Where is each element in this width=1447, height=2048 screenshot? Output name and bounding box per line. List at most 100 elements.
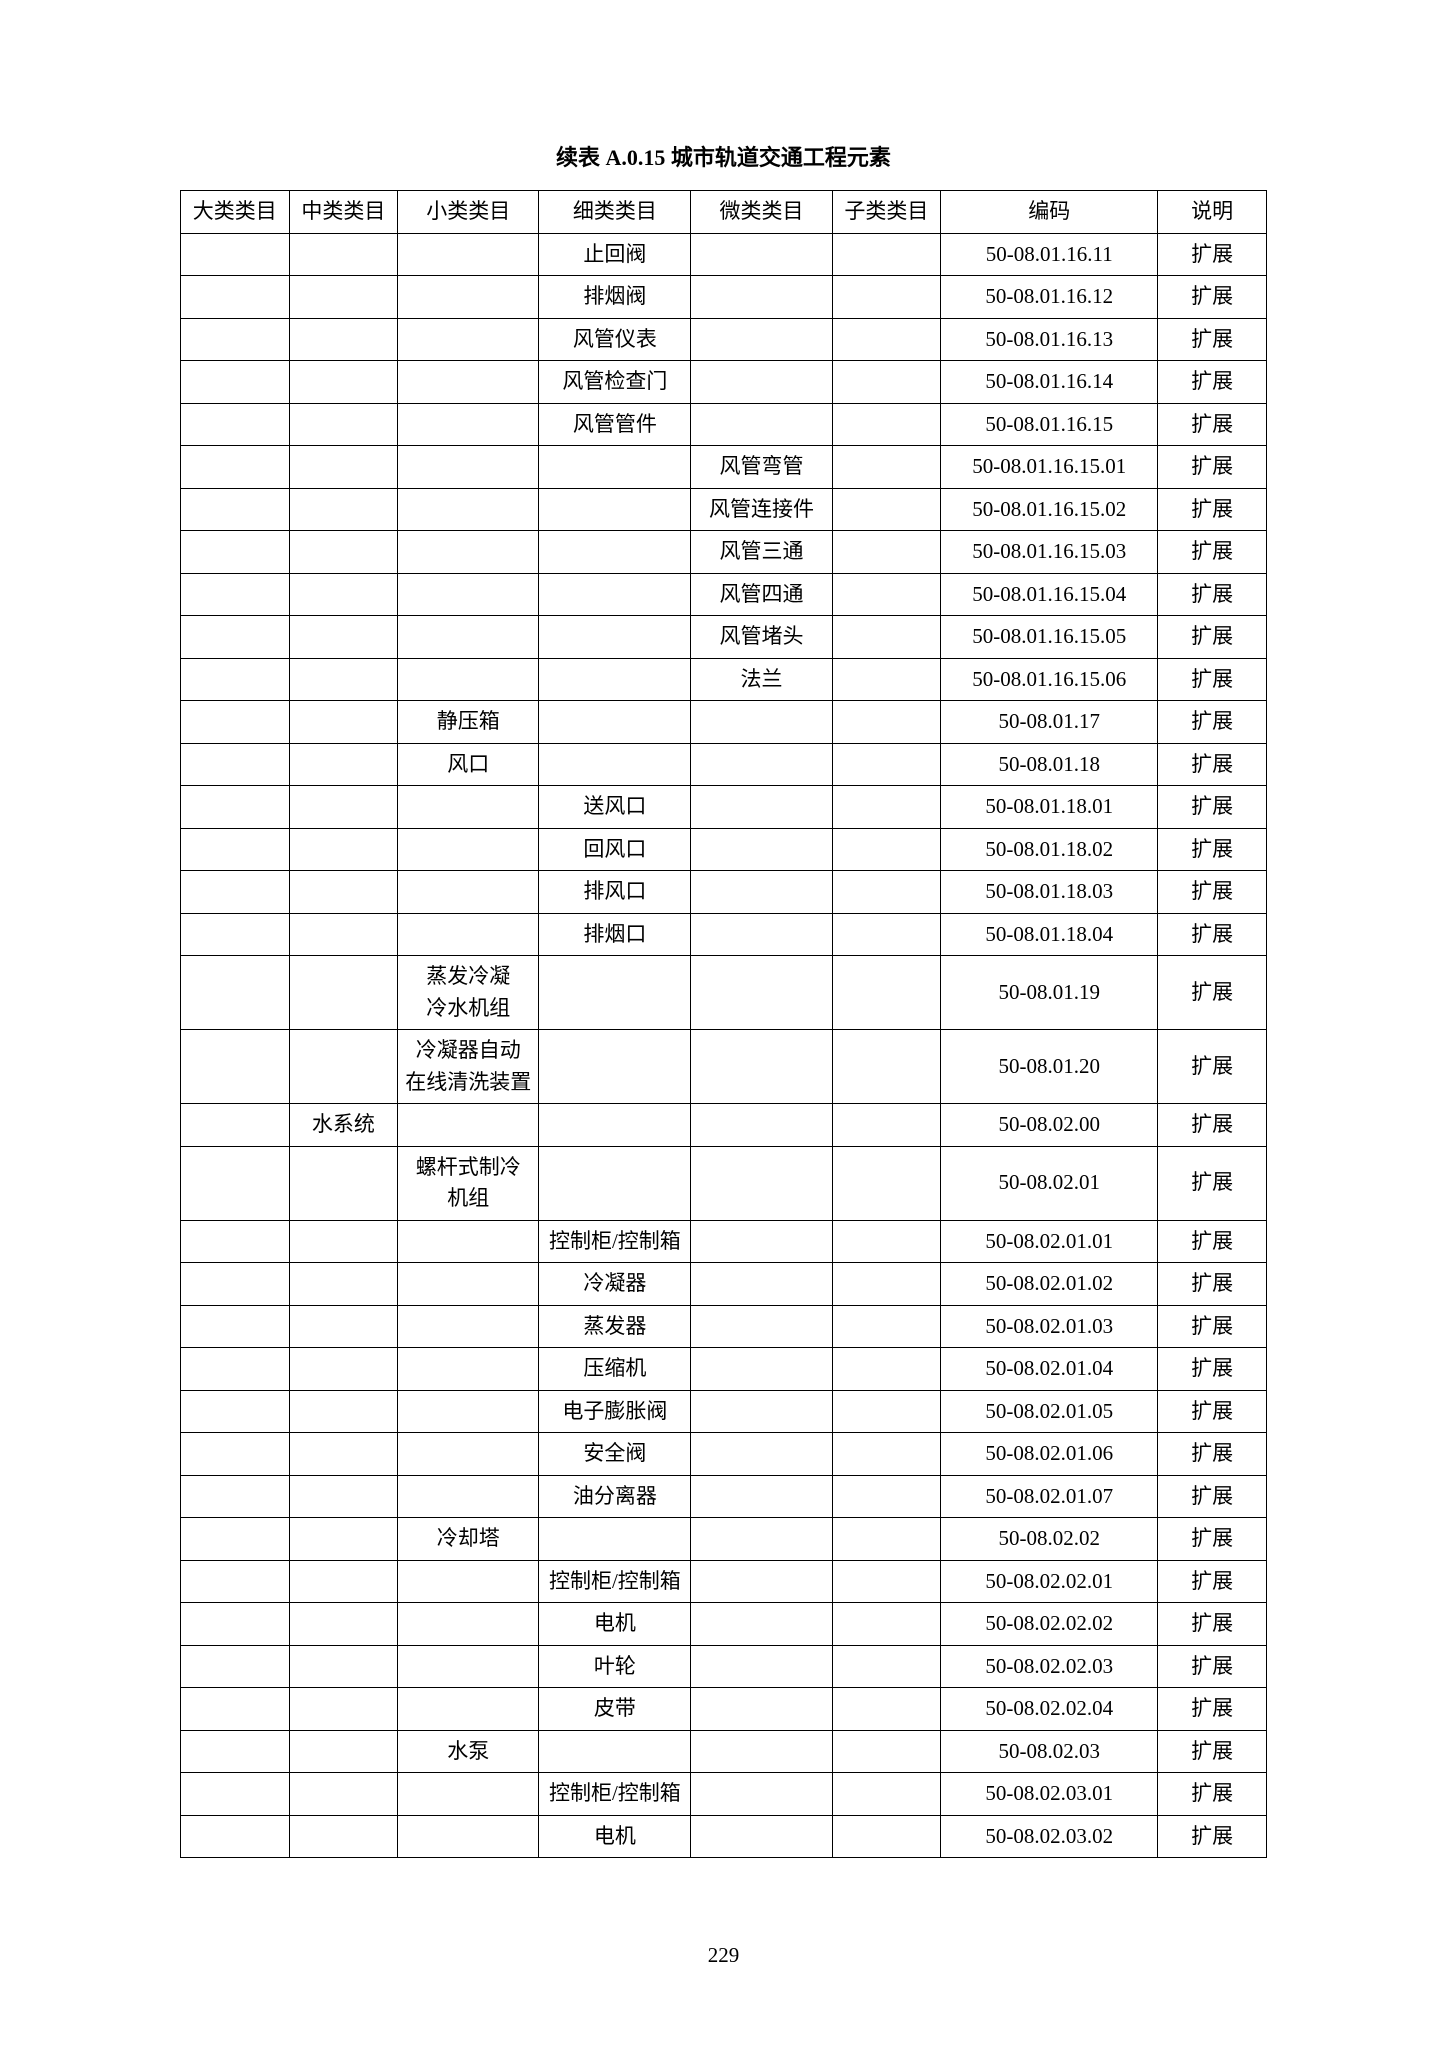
table-cell [181,276,290,319]
table-cell [398,1815,539,1858]
table-cell [832,403,941,446]
table-cell: 50-08.01.18 [941,743,1158,786]
table-cell [398,488,539,531]
table-row: 风管仪表50-08.01.16.13扩展 [181,318,1267,361]
header-cell: 中类类目 [289,191,398,234]
table-cell [289,1475,398,1518]
table-cell [181,318,290,361]
table-cell [181,913,290,956]
table-row: 风口50-08.01.18扩展 [181,743,1267,786]
table-cell: 50-08.02.01.04 [941,1348,1158,1391]
table-row: 风管管件50-08.01.16.15扩展 [181,403,1267,446]
table-cell [181,1104,290,1147]
table-cell [832,1475,941,1518]
table-cell: 50-08.01.18.02 [941,828,1158,871]
table-cell [398,1688,539,1731]
table-cell [539,1730,691,1773]
table-cell: 扩展 [1158,531,1267,574]
table-row: 风管弯管50-08.01.16.15.01扩展 [181,446,1267,489]
table-cell [832,743,941,786]
table-cell: 50-08.01.16.15.05 [941,616,1158,659]
table-cell [539,573,691,616]
table-row: 控制柜/控制箱50-08.02.01.01扩展 [181,1220,1267,1263]
table-cell [691,1348,832,1391]
table-cell [289,1348,398,1391]
table-cell [289,276,398,319]
table-cell [289,1773,398,1816]
table-cell: 扩展 [1158,1688,1267,1731]
table-cell: 蒸发冷凝冷水机组 [398,956,539,1030]
table-cell: 电机 [539,1815,691,1858]
table-cell [539,1518,691,1561]
table-row: 风管三通50-08.01.16.15.03扩展 [181,531,1267,574]
table-cell [832,786,941,829]
table-cell [691,871,832,914]
table-cell [539,701,691,744]
table-cell [832,1688,941,1731]
table-cell [691,1603,832,1646]
table-cell [181,1146,290,1220]
table-cell [832,233,941,276]
table-cell: 扩展 [1158,1305,1267,1348]
table-cell [832,361,941,404]
header-cell: 说明 [1158,191,1267,234]
table-cell: 冷凝器自动在线清洗装置 [398,1030,539,1104]
table-cell [691,1560,832,1603]
table-cell: 安全阀 [539,1433,691,1476]
table-cell [289,913,398,956]
table-cell: 电机 [539,1603,691,1646]
table-row: 控制柜/控制箱50-08.02.03.01扩展 [181,1773,1267,1816]
table-cell [181,1475,290,1518]
table-cell [691,1030,832,1104]
table-cell: 扩展 [1158,233,1267,276]
table-cell [832,1146,941,1220]
table-cell: 回风口 [539,828,691,871]
table-cell [181,573,290,616]
table-cell: 送风口 [539,786,691,829]
table-row: 排烟口50-08.01.18.04扩展 [181,913,1267,956]
table-cell [832,1645,941,1688]
table-cell [181,1815,290,1858]
table-cell: 扩展 [1158,1603,1267,1646]
header-cell: 编码 [941,191,1158,234]
table-cell [691,913,832,956]
table-cell: 扩展 [1158,361,1267,404]
table-cell: 50-08.02.02.01 [941,1560,1158,1603]
table-cell [289,658,398,701]
table-row: 油分离器50-08.02.01.07扩展 [181,1475,1267,1518]
table-row: 冷凝器50-08.02.01.02扩展 [181,1263,1267,1306]
table-cell [398,1263,539,1306]
table-cell [832,446,941,489]
table-cell [289,1263,398,1306]
table-cell: 50-08.02.03.02 [941,1815,1158,1858]
table-cell [289,1305,398,1348]
table-cell [289,361,398,404]
table-cell [539,531,691,574]
table-cell [289,1603,398,1646]
table-cell: 50-08.02.01.06 [941,1433,1158,1476]
table-cell: 排风口 [539,871,691,914]
table-cell [289,1645,398,1688]
document-page: 续表 A.0.15 城市轨道交通工程元素 大类类目 中类类目 小类类目 细类类目… [0,0,1447,2048]
table-cell [691,318,832,361]
table-cell [832,1305,941,1348]
table-cell [539,616,691,659]
table-cell: 扩展 [1158,446,1267,489]
table-cell [832,1030,941,1104]
table-cell [181,871,290,914]
table-cell: 扩展 [1158,616,1267,659]
table-cell: 扩展 [1158,1518,1267,1561]
table-cell: 扩展 [1158,573,1267,616]
table-cell [691,786,832,829]
table-cell [289,828,398,871]
table-cell: 油分离器 [539,1475,691,1518]
table-cell: 扩展 [1158,1815,1267,1858]
table-cell [181,1433,290,1476]
table-row: 送风口50-08.01.18.01扩展 [181,786,1267,829]
table-cell [691,1433,832,1476]
table-cell: 50-08.01.18.01 [941,786,1158,829]
table-cell: 风管连接件 [691,488,832,531]
table-cell: 止回阀 [539,233,691,276]
table-cell: 50-08.02.02.04 [941,1688,1158,1731]
table-cell [181,828,290,871]
